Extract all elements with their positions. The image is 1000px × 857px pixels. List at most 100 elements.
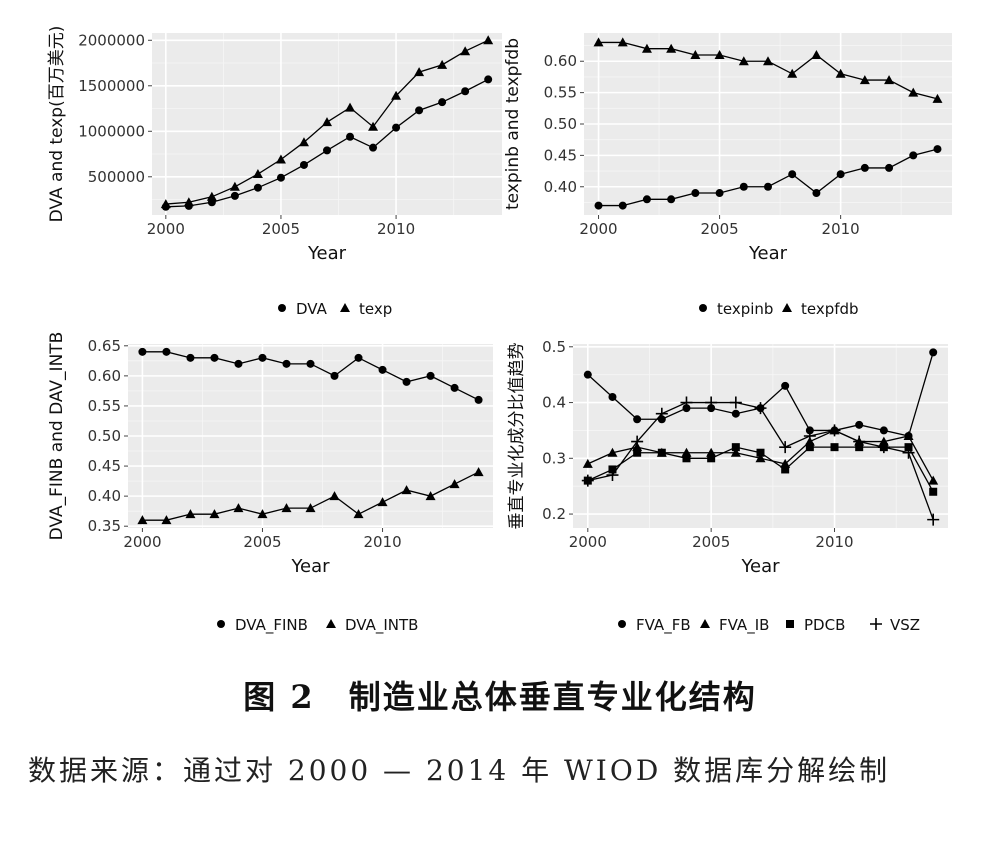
data-point-PDCB <box>830 443 839 452</box>
data-point-DVA_FINB <box>402 377 411 386</box>
data-point-DVA_INTB <box>161 515 172 525</box>
data-point-DVA <box>415 106 424 115</box>
data-point-texpinb <box>788 170 797 179</box>
data-point-DVA_INTB <box>185 509 196 519</box>
data-point-texp <box>275 154 286 164</box>
legend-label: VSZ <box>890 616 920 634</box>
data-point-FVA_FB <box>633 415 642 424</box>
data-point-DVA <box>438 98 447 107</box>
data-point-FVA_FB <box>879 426 888 435</box>
data-point-FVA_FB <box>608 392 617 401</box>
data-point-FVA_IB <box>755 453 766 463</box>
data-point-DVA <box>392 123 401 132</box>
x-tick-label: 2000 <box>579 220 617 238</box>
x-axis-title: Year <box>740 556 780 577</box>
legend-label: texpfdb <box>801 300 859 318</box>
chart-panel-1: 2000 2005 2010 500000 1000000 1500000 2000000 Y… <box>47 26 502 318</box>
data-point-VSZ <box>902 446 915 459</box>
data-point-texpfdb <box>908 87 919 97</box>
x-tick-label: 2010 <box>363 533 401 551</box>
data-point-VSZ <box>927 513 940 526</box>
x-axis-title: Year <box>307 243 347 264</box>
data-point-PDCB <box>805 443 814 452</box>
data-point-VSZ <box>853 435 866 448</box>
legend-key-texp <box>340 303 350 312</box>
y-axis-title: 垂直专业化成分比值趋势 <box>507 343 527 530</box>
data-point-texp <box>414 67 425 77</box>
legend-key-DVA <box>278 304 286 312</box>
data-point-FVA_FB <box>731 409 740 418</box>
legend-label: DVA <box>296 300 328 318</box>
y-tick-label: 1000000 <box>78 122 145 140</box>
y-tick-label: 0.3 <box>542 449 566 467</box>
data-point-texpinb <box>642 195 651 204</box>
data-point-DVA_INTB <box>257 509 268 519</box>
y-tick-label: 0.60 <box>88 367 121 385</box>
data-point-PDCB <box>707 454 716 463</box>
data-point-DVA_FINB <box>210 353 219 362</box>
data-point-DVA <box>253 183 262 192</box>
data-point-VSZ <box>655 407 668 420</box>
data-point-texp <box>160 199 171 209</box>
y-tick-label: 0.50 <box>88 427 121 445</box>
data-point-DVA_INTB <box>209 509 220 519</box>
data-point-texp <box>322 117 332 127</box>
y-tick-label: 0.4 <box>542 394 566 412</box>
y-tick-label: 0.40 <box>88 487 121 505</box>
data-point-DVA <box>369 143 378 152</box>
y-axis-title: DVA and texp(百万美元) <box>47 26 67 223</box>
data-point-DVA_INTB <box>473 467 484 477</box>
data-point-PDCB <box>929 487 938 496</box>
legend-key-VSZ <box>870 618 882 630</box>
data-point-DVA_FINB <box>186 353 195 362</box>
data-point-texp <box>391 90 402 100</box>
data-point-VSZ <box>581 474 594 487</box>
data-point-FVA_IB <box>582 458 593 468</box>
data-point-PDCB <box>756 448 765 457</box>
legend-label: texp <box>359 300 392 318</box>
legend-key-FVA_FB <box>618 620 626 628</box>
data-point-DVA_FINB <box>450 383 459 392</box>
data-point-texp <box>229 181 240 191</box>
data-point-DVA_FINB <box>474 395 483 404</box>
data-point-texpinb <box>933 145 942 154</box>
data-point-texp <box>345 102 356 112</box>
data-point-FVA_IB <box>730 447 741 457</box>
data-point-VSZ <box>803 430 816 442</box>
legend-key-PDCB <box>786 620 794 628</box>
data-point-DVA_FINB <box>306 359 315 368</box>
data-point-texpfdb <box>835 68 846 78</box>
data-point-texpfdb <box>787 68 798 78</box>
data-point-PDCB <box>682 454 691 463</box>
x-tick-label: 2010 <box>377 220 415 238</box>
data-point-DVA <box>230 191 239 200</box>
legend-key-DVA_INTB <box>326 619 336 628</box>
x-tick-label: 2005 <box>243 533 281 551</box>
legend-key-DVA_FINB <box>217 620 225 628</box>
data-point-texp <box>368 121 379 131</box>
data-point-DVA_INTB <box>425 491 436 501</box>
data-point-PDCB <box>781 465 790 474</box>
x-axis-title: Year <box>748 243 788 264</box>
data-point-texp <box>460 46 471 56</box>
data-point-texpfdb <box>666 43 677 53</box>
chart-panel-3: 2000 2005 2010 0.35 0.40 0.45 0.50 0.55 0.60 0.65… <box>47 332 493 635</box>
data-point-texp <box>183 197 194 207</box>
data-point-texpfdb <box>714 49 725 59</box>
data-point-texpinb <box>885 163 894 172</box>
y-tick-label: 0.60 <box>544 52 577 70</box>
data-point-DVA_INTB <box>401 485 412 495</box>
data-point-DVA_FINB <box>426 371 435 380</box>
y-tick-label: 0.55 <box>544 84 577 102</box>
x-tick-label: 2000 <box>123 533 161 551</box>
legend-label: texpinb <box>717 300 773 318</box>
x-tick-label: 2005 <box>700 220 738 238</box>
data-point-texpinb <box>618 201 627 210</box>
x-tick-label: 2010 <box>815 533 853 551</box>
y-tick-label: 0.65 <box>88 337 121 355</box>
data-point-texpfdb <box>617 37 628 47</box>
y-tick-label: 0.35 <box>88 517 121 535</box>
data-point-DVA <box>276 173 285 182</box>
data-point-texpfdb <box>811 49 822 59</box>
y-tick-label: 0.2 <box>542 505 566 523</box>
